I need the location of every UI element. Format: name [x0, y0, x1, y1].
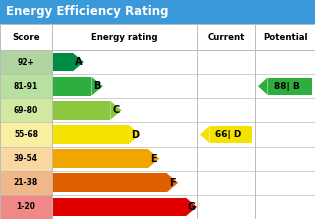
Polygon shape: [110, 101, 122, 120]
Text: D: D: [131, 129, 139, 140]
Bar: [0, 98, 52, 122]
Text: B: B: [94, 81, 101, 91]
Bar: [52, 101, 110, 120]
Bar: [52, 125, 129, 144]
Text: F: F: [169, 178, 176, 188]
Polygon shape: [72, 53, 84, 71]
Bar: [52, 198, 186, 216]
Bar: [0, 147, 52, 171]
Text: C: C: [112, 105, 120, 115]
Text: 81-91: 81-91: [14, 82, 38, 91]
Polygon shape: [91, 77, 103, 96]
Bar: [52, 53, 72, 71]
Text: 39-54: 39-54: [14, 154, 38, 163]
Text: 69-80: 69-80: [14, 106, 38, 115]
Text: 21-38: 21-38: [14, 178, 38, 187]
Text: 1-20: 1-20: [17, 202, 35, 211]
Text: Current: Current: [207, 32, 245, 41]
Bar: [209, 126, 252, 143]
Text: Energy rating: Energy rating: [91, 32, 158, 41]
Bar: [0, 195, 52, 219]
Bar: [0, 0, 315, 24]
Text: G: G: [187, 202, 195, 212]
Bar: [0, 50, 52, 74]
Polygon shape: [200, 126, 209, 143]
Text: A: A: [75, 57, 82, 67]
Bar: [0, 24, 315, 50]
Polygon shape: [129, 125, 140, 144]
Bar: [0, 171, 52, 195]
Bar: [52, 173, 167, 192]
Text: E: E: [150, 154, 157, 164]
Bar: [0, 122, 52, 147]
Polygon shape: [258, 78, 267, 95]
Bar: [52, 149, 148, 168]
Text: 92+: 92+: [18, 58, 34, 67]
Text: 66| D: 66| D: [215, 130, 241, 139]
Text: 88| B: 88| B: [274, 82, 300, 91]
Polygon shape: [148, 149, 159, 168]
Polygon shape: [186, 198, 197, 216]
Bar: [52, 77, 91, 96]
Text: Score: Score: [12, 32, 40, 41]
Bar: [267, 78, 312, 95]
Text: Potential: Potential: [263, 32, 307, 41]
Bar: [0, 74, 52, 98]
Text: Energy Efficiency Rating: Energy Efficiency Rating: [6, 5, 169, 18]
Text: 55-68: 55-68: [14, 130, 38, 139]
Polygon shape: [167, 173, 178, 192]
